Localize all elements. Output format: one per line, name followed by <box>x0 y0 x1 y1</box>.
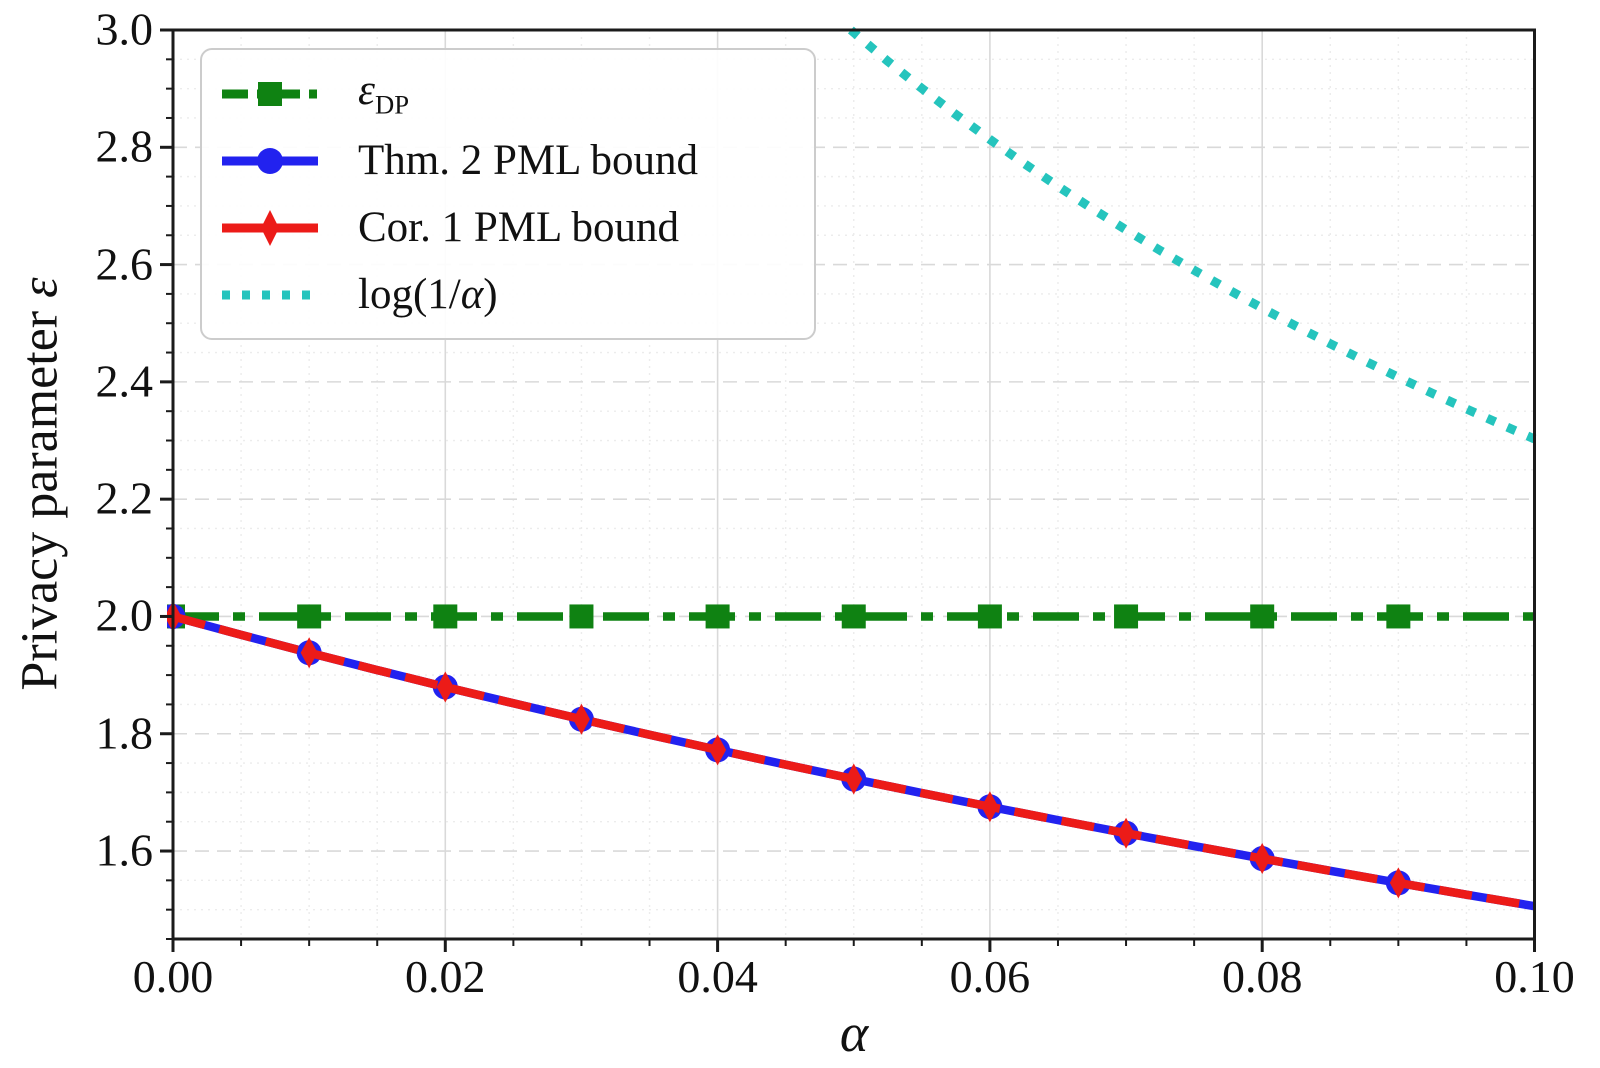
axis-ticks <box>160 28 1536 952</box>
eps-dp-swatch-icon <box>222 81 318 106</box>
legend-label-log: log(1/α) <box>358 271 498 318</box>
x-tick-label-0.04: 0.04 <box>677 951 758 1002</box>
series-log_one_over_alpha <box>847 26 1537 444</box>
x-axis-label: α <box>839 1003 869 1063</box>
y-tick-label-1.8: 1.8 <box>95 707 154 759</box>
x-tick-label-0.06: 0.06 <box>949 951 1031 1002</box>
legend-box: εDP Thm. 2 PML bound Cor. 1 PML bound lo… <box>200 48 816 340</box>
x-tick-label-0.10: 0.10 <box>1494 951 1575 1002</box>
y-tick-label-2.2: 2.2 <box>95 472 154 524</box>
y-tick-label-2.8: 2.8 <box>95 120 154 172</box>
legend-item-cor1: Cor. 1 PML bound <box>218 196 796 260</box>
legend-item-eps-dp: εDP <box>218 62 796 126</box>
y-tick-label-2.6: 2.6 <box>95 238 154 290</box>
cor1-swatch-icon <box>222 209 318 246</box>
x-tick-label-0.02: 0.02 <box>405 951 486 1002</box>
grid-minor <box>173 30 1535 939</box>
x-tick-label-0.08: 0.08 <box>1221 951 1303 1002</box>
y-tick-label-3.0: 3.0 <box>95 3 154 55</box>
x-tick-label-0.00: 0.00 <box>132 951 214 1002</box>
legend-label-thm2: Thm. 2 PML bound <box>358 137 699 184</box>
log-swatch-icon <box>222 290 318 299</box>
legend-item-thm2: Thm. 2 PML bound <box>218 129 796 193</box>
y-tick-label-2.4: 2.4 <box>95 355 154 407</box>
legend-label-cor1: Cor. 1 PML bound <box>358 204 679 251</box>
legend-label-eps-dp: εDP <box>358 67 410 120</box>
series-thm2_pml_bound <box>171 612 1536 911</box>
y-tick-label-1.6: 1.6 <box>95 824 154 876</box>
y-tick-label-2.0: 2.0 <box>95 590 154 642</box>
series-cor1_pml_bound <box>167 600 1536 911</box>
legend-item-log: log(1/α) <box>218 263 796 327</box>
thm2-swatch-icon <box>222 147 318 174</box>
series-eps_dp <box>167 604 1535 629</box>
